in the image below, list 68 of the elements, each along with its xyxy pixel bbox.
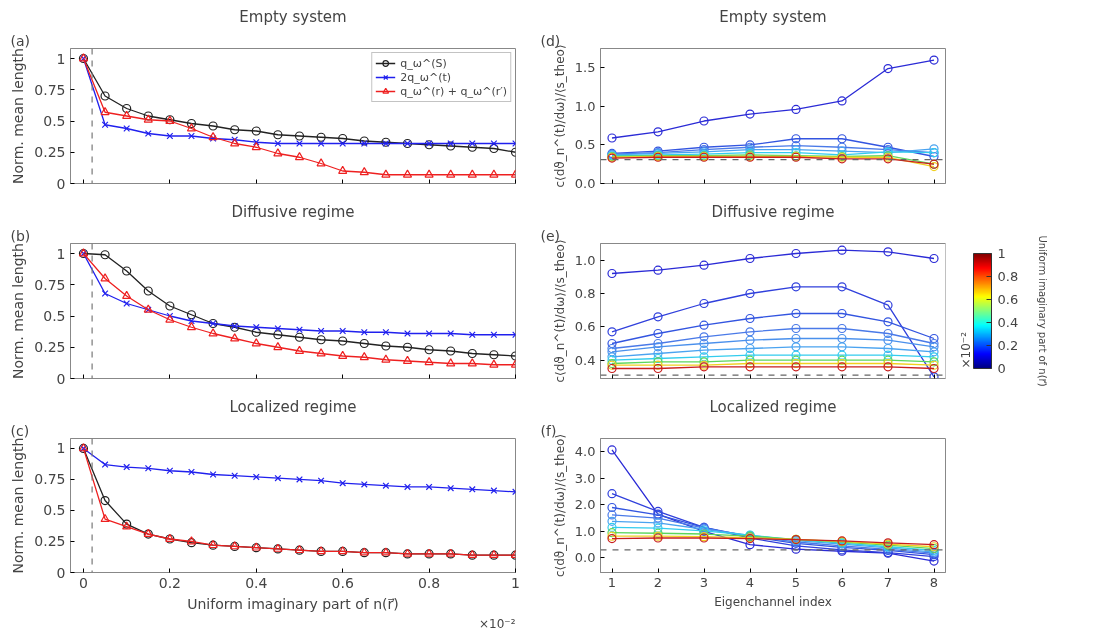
text: ×10⁻² [479, 616, 516, 630]
color-bar-title: Uniform imaginary part of n(r⃗) [1036, 235, 1048, 387]
color-bar-label: 0.6 [997, 292, 1019, 307]
chart-title: Localized regime [709, 397, 837, 416]
y-tick-label: 0.0 [574, 550, 596, 566]
chart-title: Diffusive regime [231, 202, 355, 221]
x-tick-label: 0.2 [158, 574, 181, 591]
x-tick-label: 7 [883, 574, 893, 590]
x-axis-title: Eigenchannel index [714, 594, 832, 609]
y-tick-label: 0.25 [34, 533, 66, 550]
y-tick-label: 0.8 [574, 286, 596, 301]
legend-label: q_ω^(r) + q_ω^(r′) [400, 84, 507, 98]
x-tick-label: 0.4 [245, 574, 268, 591]
x-tick-label: 4 [745, 574, 755, 590]
text: (c) [10, 422, 30, 439]
y-tick-label: 1 [56, 50, 66, 67]
y-tick-label: 1.0 [574, 252, 596, 268]
text: ×10⁻² [958, 331, 973, 369]
y-tick-label: 0.25 [34, 339, 66, 356]
y-tick-label: 0.5 [43, 502, 66, 519]
y-tick-label: 1.0 [574, 523, 596, 539]
y-tick-label: 0.5 [574, 137, 596, 153]
chart-title: Empty system [239, 7, 347, 26]
text: (b) [10, 227, 31, 244]
chart-title: Localized regime [229, 397, 357, 416]
y-tick-label: 0.75 [34, 471, 66, 488]
x-tick-label: 3 [699, 574, 709, 590]
y-axis-title: Norm. mean length [10, 243, 27, 379]
legend-label: 2q_ω^(t) [400, 70, 452, 84]
chart-title: Empty system [719, 7, 827, 26]
legend-label: q_ω^(S) [400, 56, 447, 70]
y-tick-label: 0.75 [34, 276, 66, 293]
chart-title: Diffusive regime [711, 202, 835, 221]
x-axis-title: Uniform imaginary part of n(r⃗) [187, 595, 399, 612]
y-tick-label: 0 [56, 370, 66, 387]
y-tick-label: 1 [56, 440, 66, 457]
color-bar-label: 0.2 [997, 338, 1019, 353]
text: (a) [10, 32, 31, 49]
color-bar-label: 0.4 [997, 315, 1019, 330]
y-tick-label: 1.5 [574, 60, 596, 76]
y-tick-label: 3.0 [574, 470, 596, 486]
y-tick-label: 2.0 [574, 497, 596, 513]
y-tick-label: 0.6 [574, 319, 596, 335]
x-tick-label: 8 [929, 574, 939, 590]
color-bar-label: 0 [997, 361, 1006, 376]
y-tick-label: 4.0 [574, 444, 596, 460]
x-tick-label: 6 [837, 574, 847, 590]
x-tick-label: 1 [607, 574, 617, 590]
text: (f) [540, 422, 557, 439]
color-bar-label: 1 [997, 246, 1006, 261]
y-axis-title: Norm. mean length [10, 437, 27, 574]
x-tick-label: 2 [653, 574, 663, 590]
y-axis-title: Norm. mean length [10, 48, 27, 184]
y-tick-label: 0.5 [43, 308, 66, 324]
y-tick-label: 0.4 [574, 352, 596, 368]
y-tick-label: 0.75 [34, 81, 66, 98]
y-tick-label: 1 [56, 245, 66, 262]
x-tick-label: 0.6 [331, 574, 354, 591]
x-tick-label: 1 [511, 574, 520, 591]
x-tick-label: 0 [79, 574, 88, 591]
x-tick-label: 0.8 [417, 574, 441, 591]
y-tick-label: 0.0 [574, 176, 596, 191]
y-tick-label: 1.0 [574, 98, 596, 114]
y-tick-label: 0.25 [34, 144, 66, 161]
color-bar-label: 0.8 [997, 269, 1019, 284]
y-tick-label: 0.5 [43, 113, 66, 129]
y-tick-label: 0 [56, 175, 66, 192]
x-tick-label: 5 [791, 574, 801, 590]
